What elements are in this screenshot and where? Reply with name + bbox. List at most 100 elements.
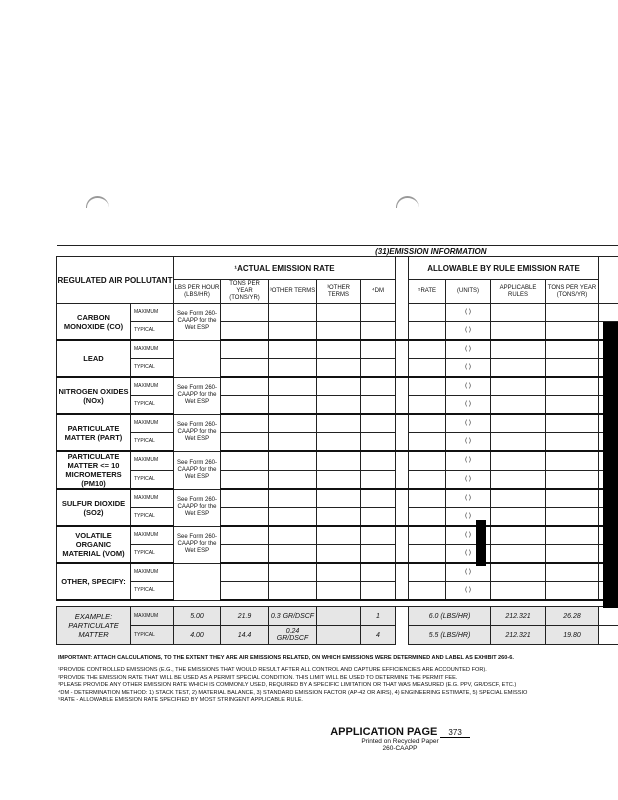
row-label: TYPICAL [130, 321, 174, 341]
lbs-per-hour-cell: See Form 260-CAAPP for the Wet ESP [173, 413, 221, 452]
rules-cell [490, 507, 546, 527]
units-cell: ( ) [445, 450, 491, 471]
value-cell [316, 450, 361, 471]
rate-cell [408, 376, 446, 396]
value-cell [316, 488, 361, 508]
value-cell [268, 507, 317, 527]
units-cell: ( ) [445, 413, 491, 433]
rate-value: 5.5 (LBS/HR) [408, 625, 491, 645]
value-cell [360, 413, 396, 433]
tons-allow-cell [545, 339, 599, 359]
other-value: 0.24 GR/DSCF [268, 625, 317, 645]
row-label: TYPICAL [130, 432, 174, 452]
rules-cell [490, 525, 546, 545]
units-cell: ( ) [445, 358, 491, 378]
value-cell [220, 358, 269, 378]
table-row: TYPICAL ( ) [57, 432, 618, 452]
units-cell: ( ) [445, 432, 491, 452]
table-row: TYPICAL ( ) [57, 395, 618, 415]
lbs-per-hour-cell [173, 339, 221, 378]
value-cell [268, 432, 317, 452]
row-label: TYPICAL [130, 395, 174, 415]
tons-allow-cell [545, 469, 599, 490]
row-label: MAXIMUM [130, 376, 174, 396]
rules-cell [490, 395, 546, 415]
pollutant-name: CARBON MONOXIDE (CO) [56, 303, 131, 341]
rate-cell [408, 544, 446, 564]
rules-cell [490, 562, 546, 582]
lbs-per-hour-cell: See Form 260-CAAPP for the Wet ESP [173, 376, 221, 415]
table-row: SULFUR DIOXIDE (SO2) MAXIMUM See Form 260-… [56, 488, 618, 527]
rate-cell [408, 413, 446, 433]
value-cell [360, 432, 396, 452]
value-cell [316, 525, 361, 545]
units-cell: ( ) [445, 303, 491, 322]
rate-cell [408, 395, 446, 415]
rate-cell [408, 507, 446, 527]
table-row: CARBON MONOXIDE (CO) MAXIMUM See Form 260-… [56, 303, 618, 341]
row-label: TYPICAL [130, 581, 174, 601]
value-cell [360, 450, 396, 471]
value-cell [268, 376, 317, 396]
rules-cell [490, 376, 546, 396]
rules-cell [490, 488, 546, 508]
value-cell [220, 507, 269, 527]
value-cell [360, 525, 396, 545]
redaction-bar [476, 520, 486, 566]
units-cell: ( ) [445, 376, 491, 396]
row-label: MAXIMUM [130, 525, 174, 545]
section-title: (31)EMISSION INFORMATION [56, 245, 618, 257]
units-cell: ( ) [445, 488, 491, 508]
rate-cell [408, 525, 446, 545]
rate-cell [408, 358, 446, 378]
value-cell [360, 303, 396, 322]
tons-value: 14.4 [220, 625, 269, 645]
row-label: MAXIMUM [130, 413, 174, 433]
punch-hole [86, 196, 109, 208]
table-row: TYPICAL ( ) [57, 469, 618, 490]
value-cell [220, 581, 269, 601]
rules-cell [490, 339, 546, 359]
rate-cell [408, 469, 446, 490]
value-cell [268, 413, 317, 433]
footnote: ⁴DM - DETERMINATION METHOD: 1) STACK TES… [58, 689, 528, 696]
tons-allow-value: 19.80 [545, 625, 599, 645]
value-cell [316, 376, 361, 396]
pollutant-name: PARTICULATE MATTER (PART) [56, 413, 131, 452]
rate-cell [408, 339, 446, 359]
value-cell [220, 450, 269, 471]
table-row: LEAD MAXIMUM ( ) [56, 339, 618, 378]
units-cell: ( ) [445, 321, 491, 341]
units-header: (UNITS) [445, 279, 491, 304]
other-header: ³OTHER TERMS [316, 279, 361, 304]
footnote: ³PLEASE PROVIDE ANY OTHER EMISSION RATE … [58, 682, 517, 689]
rules-header: APPLICABLE RULES [490, 279, 546, 304]
value-cell [360, 562, 396, 582]
value-cell [268, 303, 317, 322]
pollutant-name: PARTICULATE MATTER <= 10 MICROMETERS (PM… [56, 450, 131, 490]
row-label: TYPICAL [130, 625, 174, 645]
rate-value: 6.0 (LBS/HR) [408, 606, 491, 626]
rules-cell [490, 469, 546, 490]
table-row: TYPICAL ( ) [57, 321, 618, 341]
lbs-value: 4.00 [173, 625, 221, 645]
example-name: EXAMPLE: PARTICULATE MATTER [56, 606, 131, 645]
value-cell [268, 544, 317, 564]
value-cell [360, 469, 396, 490]
rules-cell [490, 303, 546, 322]
value-cell [316, 413, 361, 433]
value-cell [360, 358, 396, 378]
row-label: MAXIMUM [130, 488, 174, 508]
value-cell [268, 321, 317, 341]
rules-cell [490, 432, 546, 452]
value-cell [316, 395, 361, 415]
value-cell [220, 562, 269, 582]
lbs-per-hour-cell [173, 562, 221, 601]
rules-cell [490, 321, 546, 341]
dm-header: ⁴DM [360, 279, 396, 304]
rate-header: ⁵RATE [408, 279, 446, 304]
rate-cell [408, 303, 446, 322]
lbs-header: LBS PER HOUR (LBS/HR) [173, 279, 221, 304]
tons-allow-cell [545, 581, 599, 601]
value-cell [360, 488, 396, 508]
